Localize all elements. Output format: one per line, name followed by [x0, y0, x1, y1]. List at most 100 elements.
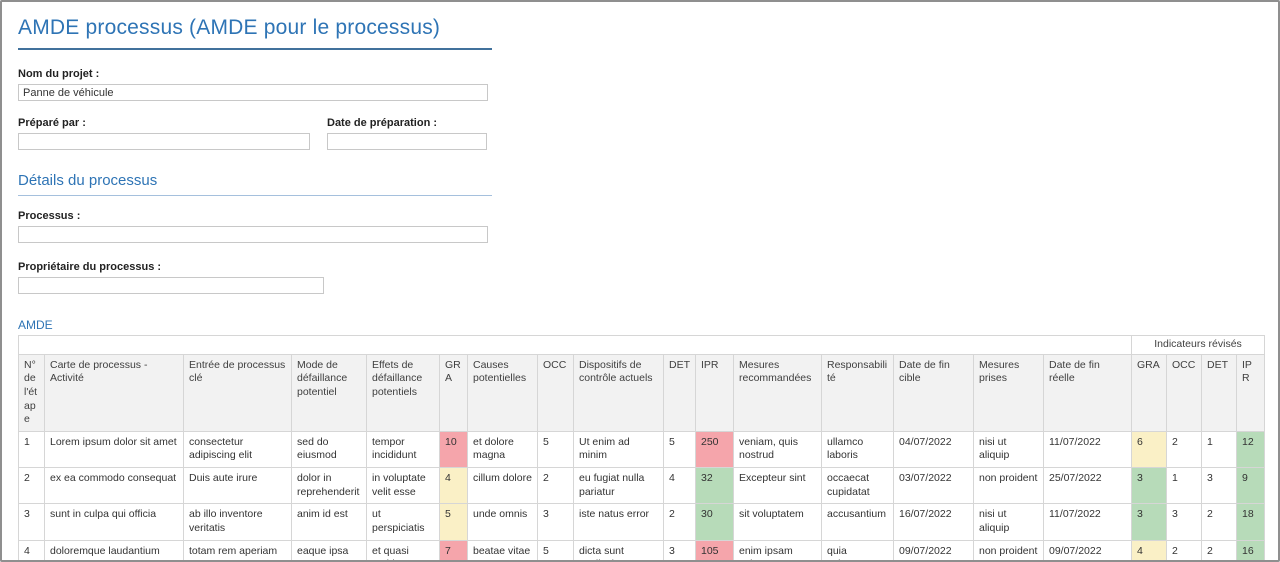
table-cell: 2	[663, 503, 696, 541]
header-cell: Causes potentielles	[467, 353, 538, 432]
header-cell: DET	[1201, 353, 1237, 432]
table-cell: 3	[1166, 503, 1202, 541]
table-cell: sit voluptatem	[733, 503, 822, 541]
prepared-row: Préparé par : Date de préparation :	[18, 117, 1262, 150]
header-cell: Date de fin cible	[893, 353, 974, 432]
table-cell: occaecat cupidatat	[821, 467, 894, 505]
table-cell: eaque ipsa quae	[291, 539, 367, 560]
header-cell: Date de fin réelle	[1043, 353, 1132, 432]
header-cell: Mesures prises	[973, 353, 1044, 432]
table-cell: Excepteur sint	[733, 467, 822, 505]
table-cell: 3	[663, 539, 696, 560]
table-cell: 1	[18, 430, 45, 469]
table-cell: 25/07/2022	[1043, 467, 1132, 505]
prepared-by-field: Préparé par :	[18, 117, 310, 150]
table-cell: tempor incididunt	[366, 430, 440, 469]
table-cell: 4	[1131, 539, 1167, 560]
table-cell: 04/07/2022	[893, 430, 974, 469]
table-cell: 03/07/2022	[893, 467, 974, 505]
table-cell: ullamco laboris	[821, 430, 894, 469]
table-cell: Duis aute irure	[183, 467, 292, 505]
header-cell: GRA	[439, 353, 468, 432]
header-cell: Responsabilité	[821, 353, 894, 432]
header-cell: Effets de défaillance potentiels	[366, 353, 440, 432]
table-cell: 32	[695, 467, 734, 505]
table-row: 2 ex ea commodo consequat Duis aute irure d…	[18, 467, 1266, 505]
header-cell: OCC	[1166, 353, 1202, 432]
table-cell: 2	[1166, 430, 1202, 469]
prep-date-field: Date de préparation :	[327, 117, 487, 150]
table-cell: unde omnis	[467, 503, 538, 541]
header-cell: IPR	[695, 353, 734, 432]
table-cell: 11/07/2022	[1043, 430, 1132, 469]
table-cell: ex ea commodo consequat	[44, 467, 184, 505]
table-cell: 3	[537, 503, 574, 541]
table-cell: nisi ut aliquip	[973, 503, 1044, 541]
table-cell: in voluptate velit esse	[366, 467, 440, 505]
process-input[interactable]	[18, 226, 488, 243]
table-cell: nisi ut aliquip	[973, 430, 1044, 469]
prepared-by-input[interactable]	[18, 133, 310, 150]
table-cell: totam rem aperiam	[183, 539, 292, 560]
header-cell: DET	[663, 353, 696, 432]
table-cell: non proident	[973, 539, 1044, 560]
table-cell: 2	[1166, 539, 1202, 560]
header-cell: GRA	[1131, 353, 1167, 432]
table-cell: 30	[695, 503, 734, 541]
table-cell: 6	[1131, 430, 1167, 469]
table-cell: 9	[1235, 467, 1266, 505]
table-cell: 18	[1235, 503, 1266, 541]
project-name-field: Nom du projet :	[18, 68, 1262, 101]
header-cell: Mode de défaillance potentiel	[291, 353, 367, 432]
process-owner-field: Propriétaire du processus :	[18, 261, 1262, 294]
process-details-heading: Détails du processus	[18, 172, 492, 196]
table-cell: 16/07/2022	[893, 503, 974, 541]
table-cell: 1	[1201, 430, 1237, 469]
page-title: AMDE processus (AMDE pour le processus)	[18, 16, 492, 50]
table-cell: 2	[1201, 503, 1237, 541]
project-name-input[interactable]	[18, 84, 488, 101]
process-label: Processus :	[18, 210, 81, 222]
table-cell: 09/07/2022	[893, 539, 974, 560]
process-owner-input[interactable]	[18, 277, 324, 294]
table-cell: 5	[537, 430, 574, 469]
table-cell: Lorem ipsum dolor sit amet	[44, 430, 184, 469]
prep-date-label: Date de préparation :	[327, 117, 438, 129]
table-cell: 7	[439, 539, 468, 560]
table-cell: dolor in reprehenderit	[291, 467, 367, 505]
table-cell: 2	[18, 467, 45, 505]
table-row: 1 Lorem ipsum dolor sit amet consectetur a…	[18, 430, 1266, 469]
table-cell: quia voluptas	[821, 539, 894, 560]
table-cell: enim ipsam voluptatem	[733, 539, 822, 560]
table-cell: ab illo inventore veritatis	[183, 503, 292, 541]
amde-table: Indicateurs révisés N° de l'étape Carte de…	[18, 335, 1266, 560]
prep-date-input[interactable]	[327, 133, 487, 150]
table-cell: 5	[537, 539, 574, 560]
table-cell: ut perspiciatis	[366, 503, 440, 541]
table-cell: 250	[695, 430, 734, 469]
table-cell: et quasi architecto	[366, 539, 440, 560]
table-cell: anim id est	[291, 503, 367, 541]
revised-indicators-group-header: Indicateurs révisés	[1130, 335, 1266, 355]
table-cell: veniam, quis nostrud	[733, 430, 822, 469]
table-cell: sunt in culpa qui officia	[44, 503, 184, 541]
table-cell: 105	[695, 539, 734, 560]
header-cell: Carte de processus - Activité	[44, 353, 184, 432]
table-cell: 16	[1235, 539, 1266, 560]
table-cell: iste natus error	[573, 503, 664, 541]
header-cell: Mesures recommandées	[733, 353, 822, 432]
header-cell: N° de l'étape	[18, 353, 45, 432]
page-content: AMDE processus (AMDE pour le processus) …	[2, 16, 1278, 560]
table-cell: 3	[1131, 503, 1167, 541]
amde-section-label: AMDE	[18, 318, 53, 332]
table-cell: Ut enim ad minim	[573, 430, 664, 469]
table-cell: doloremque laudantium	[44, 539, 184, 560]
table-cell: 4	[663, 467, 696, 505]
prepared-by-label: Préparé par :	[18, 117, 86, 129]
process-field: Processus :	[18, 210, 1262, 243]
table-cell: beatae vitae	[467, 539, 538, 560]
header-cell: Entrée de processus clé	[183, 353, 292, 432]
table-cell: 11/07/2022	[1043, 503, 1132, 541]
header-cell: IPR	[1235, 353, 1266, 432]
